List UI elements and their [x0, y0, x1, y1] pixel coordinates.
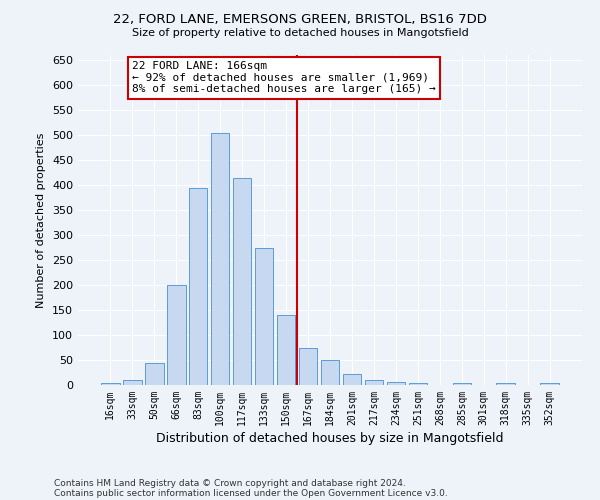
Text: Contains public sector information licensed under the Open Government Licence v3: Contains public sector information licen… [54, 488, 448, 498]
Bar [189, 188, 208, 385]
Bar [277, 315, 295, 385]
Text: Contains HM Land Registry data © Crown copyright and database right 2024.: Contains HM Land Registry data © Crown c… [54, 478, 406, 488]
Bar [541, 382, 559, 385]
Bar [320, 360, 340, 385]
Bar [386, 382, 405, 385]
Text: Size of property relative to detached houses in Mangotsfield: Size of property relative to detached ho… [131, 28, 469, 38]
Bar [452, 382, 471, 385]
Bar [409, 382, 427, 385]
Bar [255, 248, 274, 385]
Bar [365, 380, 383, 385]
X-axis label: Distribution of detached houses by size in Mangotsfield: Distribution of detached houses by size … [156, 432, 504, 445]
Bar [167, 285, 185, 385]
Text: 22 FORD LANE: 166sqm
← 92% of detached houses are smaller (1,969)
8% of semi-det: 22 FORD LANE: 166sqm ← 92% of detached h… [132, 61, 436, 94]
Bar [343, 374, 361, 385]
Y-axis label: Number of detached properties: Number of detached properties [37, 132, 46, 308]
Bar [101, 382, 119, 385]
Bar [233, 178, 251, 385]
Bar [211, 132, 229, 385]
Bar [145, 362, 164, 385]
Bar [299, 348, 317, 385]
Text: 22, FORD LANE, EMERSONS GREEN, BRISTOL, BS16 7DD: 22, FORD LANE, EMERSONS GREEN, BRISTOL, … [113, 12, 487, 26]
Bar [123, 380, 142, 385]
Bar [496, 382, 515, 385]
